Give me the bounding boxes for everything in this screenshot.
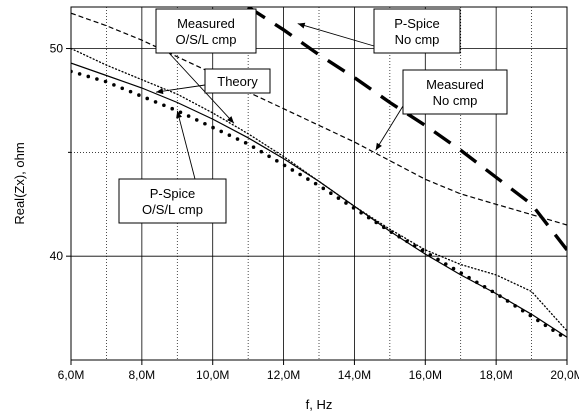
- annotation-pointer: [375, 105, 404, 151]
- annotation-label: P-Spice: [150, 186, 196, 201]
- x-tick-label: 8,0M: [129, 368, 156, 382]
- x-tick-label: 16,0M: [409, 368, 442, 382]
- series-line-pspice_osl: [71, 69, 567, 341]
- annotation-arrowhead: [375, 142, 382, 151]
- annotation-pointer: [297, 23, 375, 47]
- annotation-label: O/S/L cmp: [142, 202, 203, 217]
- annotation-pointer: [176, 110, 196, 180]
- annotation-label: Theory: [217, 74, 258, 89]
- annotation-label: O/S/L cmp: [176, 32, 237, 47]
- plot-frame: [70, 6, 568, 361]
- series-line-measured_nocmp: [71, 12, 567, 226]
- annotation-box: [155, 8, 257, 54]
- annotation-box: [204, 68, 271, 94]
- x-tick-label: 12,0M: [267, 368, 300, 382]
- annotation-arrowhead: [176, 110, 182, 119]
- x-axis-title: f, Hz: [306, 397, 333, 412]
- axis-ticks: 6,0M 8,0M 10,0M 12,0M 14,0M 16,0M 18,0M 20,0M 40…: [50, 42, 579, 382]
- annotation-box: [118, 178, 227, 224]
- annotation-arrowhead: [297, 22, 306, 29]
- annotation-label: Measured: [177, 16, 235, 31]
- annotation-box: [373, 8, 461, 54]
- x-tick-label: 14,0M: [338, 368, 371, 382]
- y-tick-label: 50: [50, 42, 64, 56]
- x-tick-label: 18,0M: [479, 368, 512, 382]
- grid: [70, 7, 568, 360]
- annotation-pointer: [155, 84, 206, 93]
- annotation-label: Measured: [426, 77, 484, 92]
- annotation-arrowhead: [156, 88, 164, 95]
- annotation-label: No cmp: [433, 93, 478, 108]
- x-tick-label: 6,0M: [58, 368, 85, 382]
- x-tick-label: 10,0M: [196, 368, 229, 382]
- annotation-pointer: [168, 52, 235, 124]
- annotation-arrowhead: [227, 116, 234, 124]
- x-tick-label: 20,0M: [550, 368, 579, 382]
- y-tick-label: 40: [50, 249, 64, 263]
- annotation-label: No cmp: [395, 32, 440, 47]
- annotation-label: P-Spice: [394, 16, 440, 31]
- annotation-box: [402, 69, 508, 115]
- y-axis-title: Real(Zx), ohm: [12, 142, 27, 224]
